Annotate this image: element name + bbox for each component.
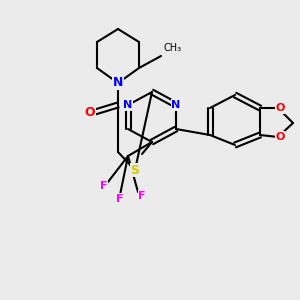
Text: F: F bbox=[116, 194, 124, 204]
Text: O: O bbox=[85, 106, 95, 118]
Text: F: F bbox=[100, 181, 108, 191]
Text: O: O bbox=[275, 132, 285, 142]
Text: F: F bbox=[138, 191, 146, 201]
Text: S: S bbox=[130, 164, 140, 176]
Text: N: N bbox=[123, 100, 133, 110]
Text: N: N bbox=[171, 100, 181, 110]
Text: O: O bbox=[275, 103, 285, 113]
Text: CH₃: CH₃ bbox=[164, 43, 182, 53]
Text: N: N bbox=[113, 76, 123, 89]
